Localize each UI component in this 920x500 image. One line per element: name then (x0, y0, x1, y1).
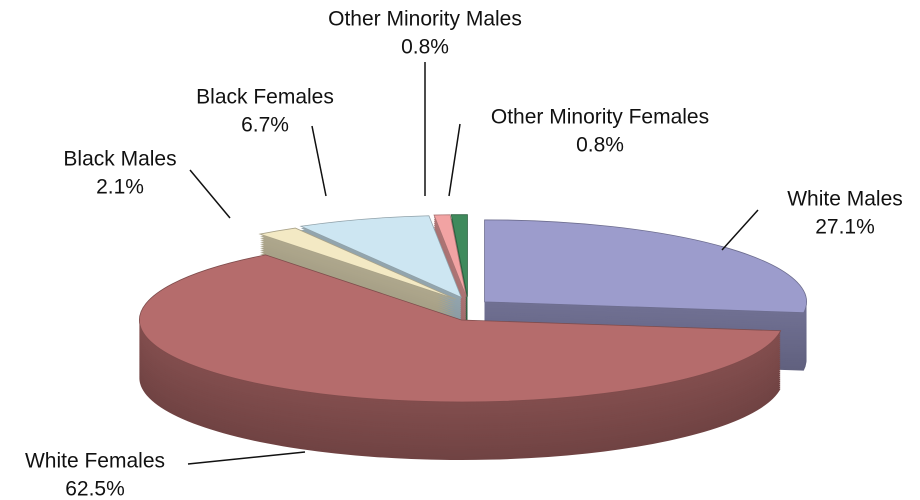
pie-slices (138, 214, 807, 403)
slice (138, 254, 782, 403)
leader-line (187, 451, 306, 465)
slice-side (434, 224, 467, 307)
slice (484, 219, 807, 314)
value-label: 6.7% (241, 114, 289, 137)
leader-line (189, 169, 231, 219)
category-label: Other Minority Males (328, 8, 522, 31)
slice-side (434, 226, 467, 309)
leader-line (311, 125, 327, 197)
labels: White Males 27.1% White Females 62.5% Black … (25, 8, 903, 500)
category-label: Other Minority Females (491, 106, 709, 129)
slice-side (434, 220, 467, 303)
slice-side (434, 218, 467, 301)
value-label: 0.8% (576, 134, 624, 157)
category-label: White Males (787, 188, 903, 211)
value-label: 62.5% (65, 478, 125, 500)
category-label: Black Males (63, 148, 176, 171)
slice (450, 214, 468, 297)
category-label: Black Females (196, 86, 334, 109)
slice-side (434, 222, 467, 305)
value-label: 2.1% (96, 176, 144, 199)
slice (258, 227, 456, 300)
category-label: White Females (25, 450, 165, 473)
slice-side (434, 216, 467, 299)
slice (299, 215, 462, 299)
slice (433, 214, 467, 297)
leader-line (721, 209, 759, 251)
leader-line (448, 123, 461, 197)
value-label: 27.1% (815, 216, 875, 239)
value-label: 0.8% (401, 36, 449, 59)
